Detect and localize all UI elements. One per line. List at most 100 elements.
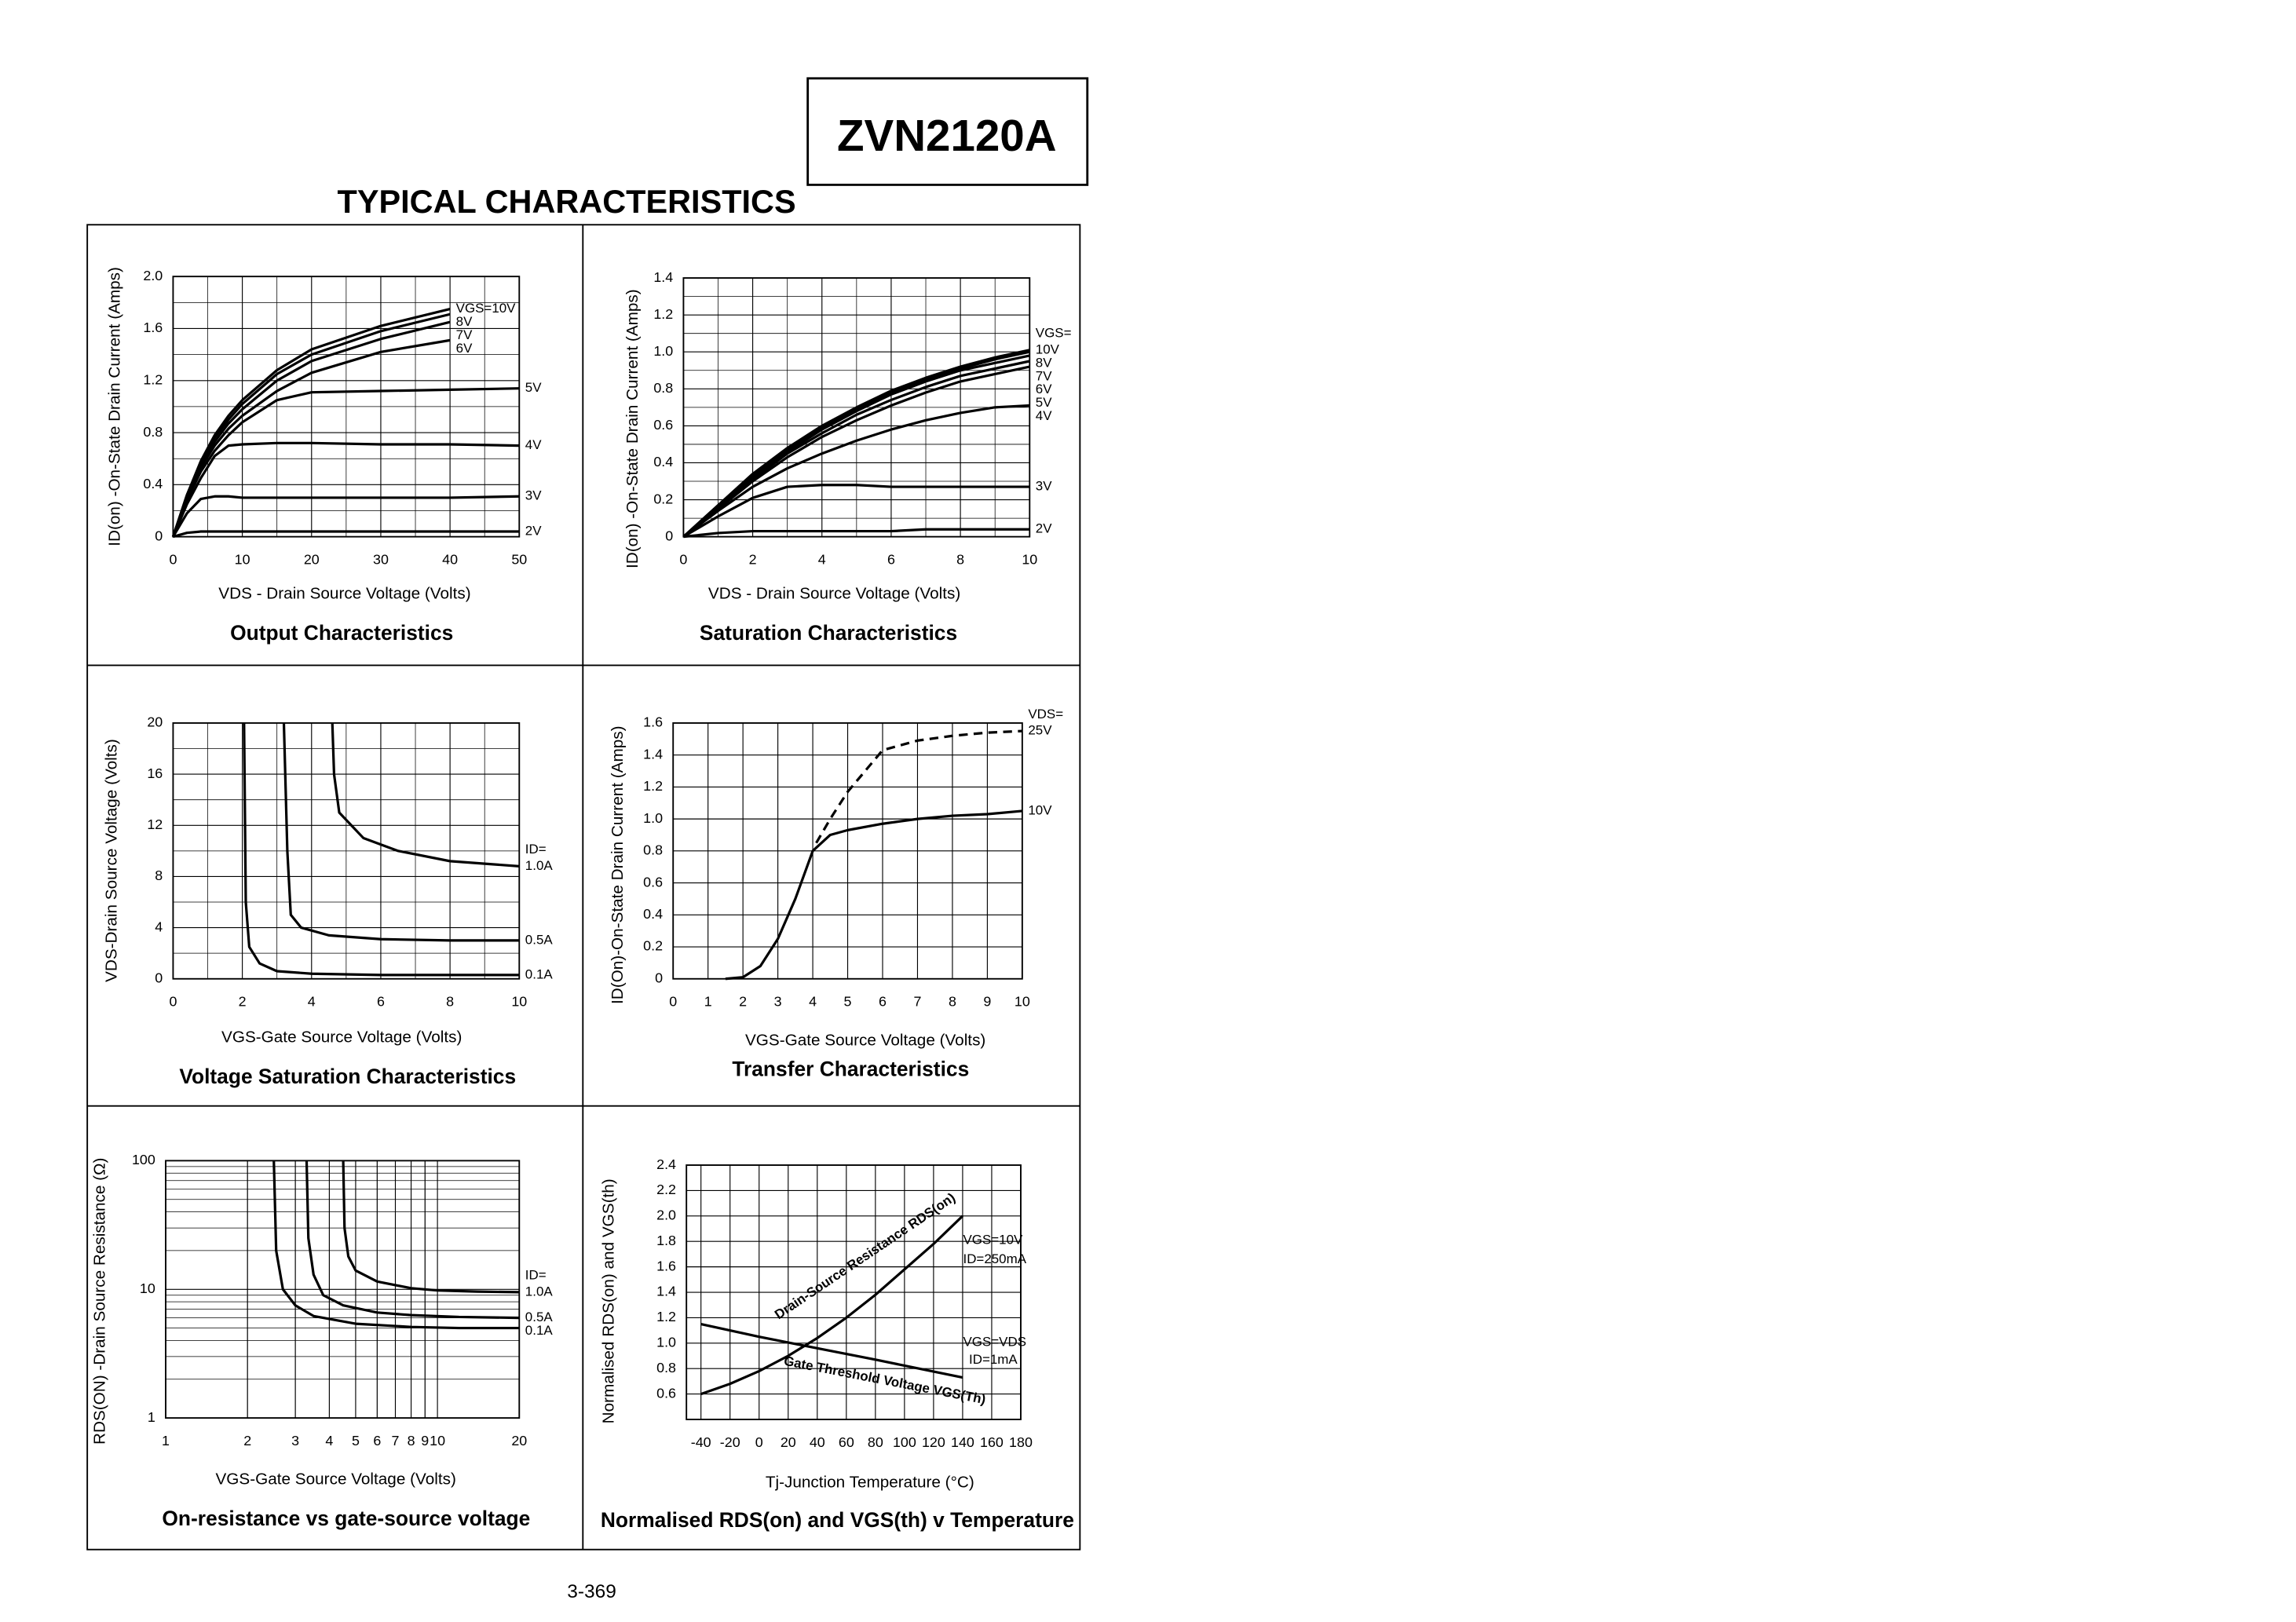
y-tick-label: 4 (155, 919, 163, 934)
section-title: TYPICAL CHARACTERISTICS (338, 183, 796, 220)
x-tick-label: -20 (720, 1434, 740, 1450)
x-axis-label: VGS-Gate Source Voltage (Volts) (215, 1470, 455, 1489)
y-tick-label: 0.2 (643, 938, 663, 954)
chart: 0 1 2 3 4 5 6 7 8 9 10 0 0.2 0.4 0.6 0.8 1.0 1.2 1.4 1.6 VGS… (609, 707, 1063, 1081)
series-label: 10V (1036, 342, 1060, 356)
x-tick-label: 8 (446, 994, 454, 1010)
x-tick-label: 10 (430, 1433, 445, 1448)
series-label: 7V (456, 327, 473, 342)
y-tick-label: 2.0 (656, 1207, 676, 1223)
x-tick-label: 120 (922, 1434, 945, 1450)
y-axis-label: ID(On)-On-State Drain Current (Amps) (609, 725, 627, 1004)
x-tick-label: 0 (679, 551, 687, 567)
y-tick-label: 0 (155, 528, 163, 543)
x-tick-label: 50 (511, 551, 527, 567)
y-tick-label: 1.2 (143, 371, 163, 387)
data-line (682, 484, 1030, 539)
series-label: 5V (525, 380, 542, 395)
x-tick-label: 4 (818, 551, 826, 567)
x-tick-label: 10 (1015, 994, 1030, 1010)
data-line (282, 722, 520, 942)
y-tick-label: 0.4 (143, 476, 163, 491)
data-line (700, 1322, 963, 1379)
y-tick-label: 0.4 (653, 454, 673, 469)
x-tick-label: 160 (980, 1434, 1004, 1450)
series-label: 5V (1036, 395, 1052, 410)
y-tick-label: 10 (140, 1280, 155, 1296)
x-tick-label: 20 (304, 551, 320, 567)
x-tick-label: 20 (781, 1434, 796, 1450)
x-tick-label: 10 (511, 994, 527, 1010)
x-axis-label: VGS-Gate Source Voltage (Volts) (745, 1031, 985, 1049)
data-line (682, 365, 1030, 538)
annotation: VGS=10V (963, 1233, 1023, 1248)
y-tick-label: 1.2 (643, 778, 663, 794)
y-tick-label: 1.2 (653, 306, 673, 322)
chart: 0 10 20 30 40 50 0 0.4 0.8 1.2 1.6 2.0 VDS - Drain S… (105, 267, 542, 645)
plot-frame (165, 1160, 521, 1419)
x-tick-label: 4 (325, 1433, 333, 1448)
x-tick-label: 2 (739, 994, 747, 1010)
y-tick-label: 0.8 (643, 842, 663, 858)
x-tick-label: 40 (810, 1434, 825, 1450)
y-axis-label: VDS-Drain Source Voltage (Volts) (103, 739, 121, 982)
x-tick-label: 0 (669, 994, 677, 1010)
y-tick-label: 20 (147, 714, 163, 730)
x-tick-label: 4 (308, 994, 316, 1010)
part-number-box (806, 77, 1089, 186)
data-line (683, 528, 1030, 539)
x-tick-label: 6 (887, 551, 895, 567)
data-line (725, 809, 1023, 981)
x-tick-label: 7 (913, 994, 921, 1010)
y-tick-label: 1.6 (643, 714, 663, 730)
y-tick-label: 0.6 (653, 417, 673, 433)
annotation: VGS=VDS (963, 1335, 1026, 1350)
y-tick-label: 2.4 (656, 1156, 676, 1172)
plot-frame (172, 276, 521, 538)
data-line (172, 495, 520, 538)
chart-title: Transfer Characteristics (732, 1057, 969, 1080)
x-tick-label: -40 (691, 1434, 711, 1450)
y-axis-label: ID(on) -On-State Drain Current (Amps) (105, 267, 123, 546)
y-tick-label: 1.0 (643, 810, 663, 826)
y-tick-label: 0 (155, 970, 163, 985)
y-tick-label: 0.6 (656, 1385, 676, 1401)
page-number: 3-369 (567, 1581, 616, 1602)
data-line (682, 360, 1030, 538)
series-label: 2V (525, 524, 542, 539)
legend-title: VDS= (1028, 707, 1063, 721)
series-label: 6V (456, 341, 473, 356)
series-label: 0.5A (525, 932, 554, 947)
data-line (243, 722, 520, 977)
x-tick-label: 3 (291, 1433, 299, 1448)
series-label: 4V (1036, 408, 1052, 423)
y-tick-label: 1.4 (656, 1284, 676, 1299)
series-label: 8V (456, 314, 473, 329)
data-line (700, 1215, 964, 1396)
chart-title: On-resistance vs gate-source voltage (162, 1507, 530, 1530)
x-tick-label: 2 (749, 551, 757, 567)
x-tick-label: 10 (235, 551, 250, 567)
x-tick-label: 0 (169, 551, 177, 567)
data-line (682, 404, 1030, 538)
x-tick-label: 2 (243, 1433, 251, 1448)
x-tick-label: 60 (839, 1434, 854, 1450)
y-tick-label: 1.6 (656, 1258, 676, 1273)
series-label: 3V (525, 488, 542, 503)
plot-frame (686, 1164, 1022, 1420)
x-tick-label: 5 (352, 1433, 360, 1448)
y-axis-label: Normalised RDS(on) and VGS(th) (600, 1178, 618, 1423)
data-line (171, 441, 520, 538)
part-number: ZVN2120A (837, 111, 1057, 160)
series-label: 10V (1028, 802, 1052, 817)
x-axis-label: Tj-Junction Temperature (°C) (766, 1473, 974, 1491)
plot-frame (672, 722, 1023, 980)
y-tick-label: 1.8 (656, 1233, 676, 1248)
data-line (815, 729, 1022, 844)
y-tick-label: 0.6 (643, 874, 663, 890)
legend-title: ID= (525, 842, 547, 857)
x-axis-label: VDS - Drain Source Voltage (Volts) (708, 585, 960, 603)
legend-title: VGS= (1036, 326, 1072, 341)
